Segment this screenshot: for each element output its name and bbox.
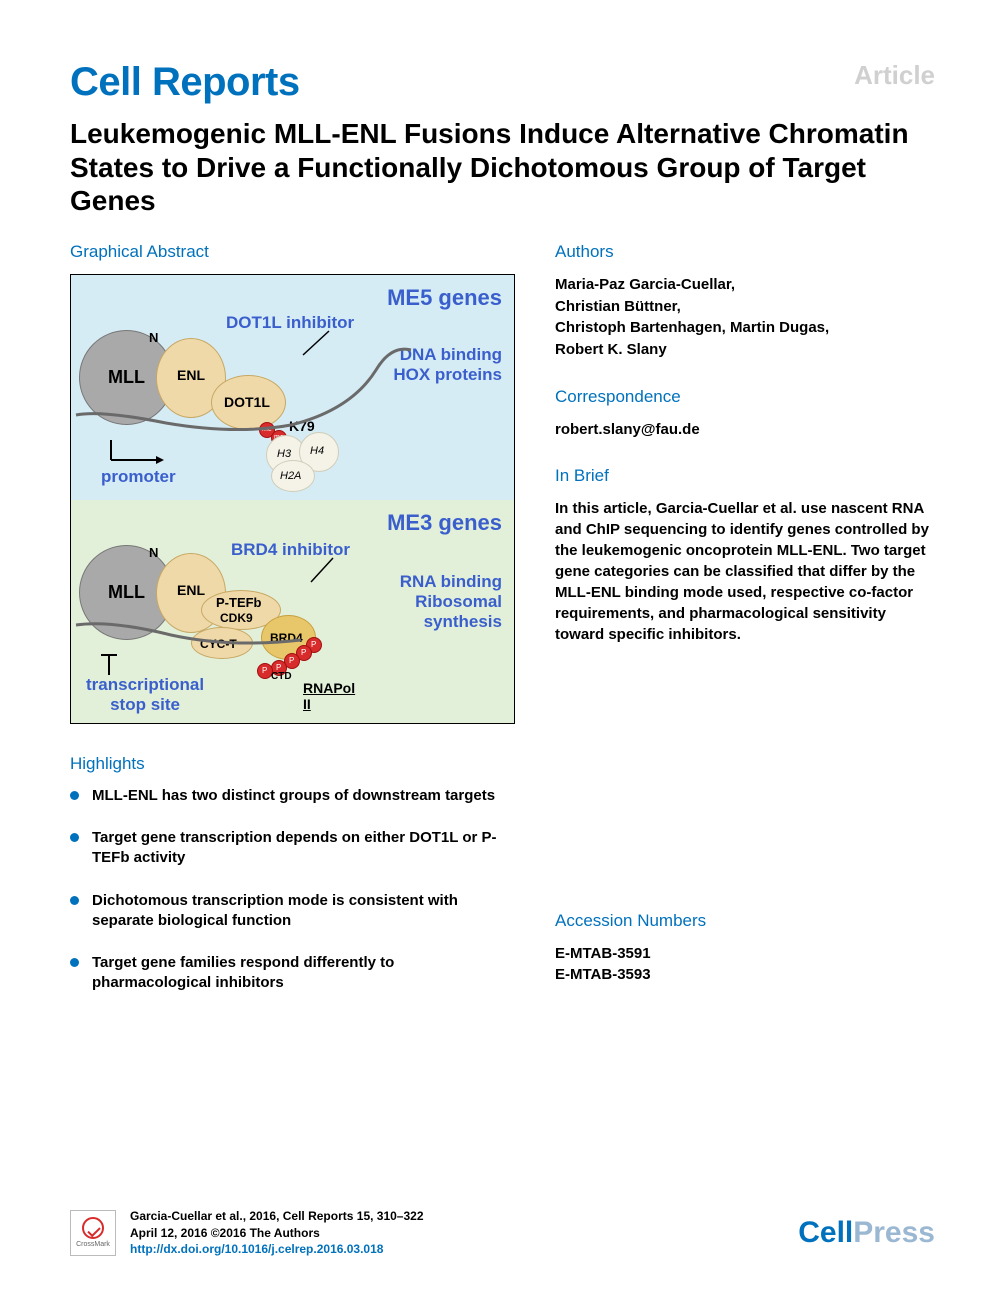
mll-label: MLL xyxy=(108,367,145,388)
highlight-item: Target gene families respond differently… xyxy=(70,953,515,994)
doi-link[interactable]: http://dx.doi.org/10.1016/j.celrep.2016.… xyxy=(130,1241,424,1257)
highlights-list: MLL-ENL has two distinct groups of downs… xyxy=(70,786,515,994)
inbrief-heading: In Brief xyxy=(555,466,935,486)
two-column-layout: Graphical Abstract ME5 genes DOT1L inhib… xyxy=(70,242,935,1016)
accession-item: E-MTAB-3593 xyxy=(555,964,935,985)
promoter-label: promoter xyxy=(101,467,176,487)
article-type-label: Article xyxy=(854,60,935,91)
dot1l-label: DOT1L xyxy=(224,394,270,410)
k79-label: K79 xyxy=(289,418,315,434)
journal-name: Cell Reports xyxy=(70,60,300,105)
citation-block: Garcia-Cuellar et al., 2016, Cell Report… xyxy=(130,1208,424,1257)
enl-label: ENL xyxy=(177,367,205,383)
rna-binding-label: RNA binding xyxy=(400,572,502,592)
hox-proteins-label: HOX proteins xyxy=(393,365,502,385)
ga-panel-me3: ME3 genes BRD4 inhibitor RNA binding Rib… xyxy=(71,500,514,724)
rnapol-label: RNAPol II xyxy=(303,680,355,712)
n-label: N xyxy=(149,330,158,345)
highlights-section: Highlights MLL-ENL has two distinct grou… xyxy=(70,754,515,994)
left-column: Graphical Abstract ME5 genes DOT1L inhib… xyxy=(70,242,515,1016)
synthesis-label: synthesis xyxy=(424,612,502,632)
ribosomal-label: Ribosomal xyxy=(415,592,502,612)
stop-site-label: transcriptional stop site xyxy=(86,675,204,716)
article-title: Leukemogenic MLL-ENL Fusions Induce Alte… xyxy=(70,117,935,218)
cellpress-logo: CellPress xyxy=(798,1216,935,1250)
highlight-item: MLL-ENL has two distinct groups of downs… xyxy=(70,786,515,806)
crossmark-icon xyxy=(82,1217,104,1239)
graphical-abstract-figure: ME5 genes DOT1L inhibitor DNA binding HO… xyxy=(70,274,515,724)
brd4-inhibitor-label: BRD4 inhibitor xyxy=(231,540,350,560)
citation-line-1: Garcia-Cuellar et al., 2016, Cell Report… xyxy=(130,1208,424,1224)
highlights-heading: Highlights xyxy=(70,754,515,774)
n-label-2: N xyxy=(149,545,158,560)
dna-binding-label: DNA binding xyxy=(400,345,502,365)
dot1l-inhibitor-label: DOT1L inhibitor xyxy=(226,313,354,333)
authors-heading: Authors xyxy=(555,242,935,262)
crossmark-badge[interactable]: CrossMark xyxy=(70,1210,116,1256)
accession-item: E-MTAB-3591 xyxy=(555,943,935,964)
me5-title: ME5 genes xyxy=(387,285,502,311)
header-row: Cell Reports Article xyxy=(70,60,935,105)
ctd-label: CTD xyxy=(271,671,292,682)
correspondence-email[interactable]: robert.slany@fau.de xyxy=(555,419,935,440)
accession-heading: Accession Numbers xyxy=(555,911,935,931)
cyct-blob: CYC-T xyxy=(191,627,253,659)
me3-title: ME3 genes xyxy=(387,510,502,536)
cellpress-cell: Cell xyxy=(798,1216,853,1249)
correspondence-heading: Correspondence xyxy=(555,387,935,407)
ga-panel-me5: ME5 genes DOT1L inhibitor DNA binding HO… xyxy=(71,275,514,500)
highlight-item: Dichotomous transcription mode is consis… xyxy=(70,891,515,932)
crossmark-label: CrossMark xyxy=(76,1241,110,1248)
cellpress-press: Press xyxy=(853,1216,935,1249)
histone-h2a: H2A xyxy=(271,460,315,492)
inbrief-text: In this article, Garcia-Cuellar et al. u… xyxy=(555,498,935,645)
right-column: Authors Maria-Paz Garcia-Cuellar, Christ… xyxy=(555,242,935,1016)
authors-list: Maria-Paz Garcia-Cuellar, Christian Bütt… xyxy=(555,274,935,361)
accession-numbers: E-MTAB-3591 E-MTAB-3593 xyxy=(555,943,935,985)
citation-line-2: April 12, 2016 ©2016 The Authors xyxy=(130,1225,424,1241)
footer: CrossMark Garcia-Cuellar et al., 2016, C… xyxy=(70,1208,935,1257)
dot1l-blob: DOT1L xyxy=(211,375,286,430)
graphical-abstract-heading: Graphical Abstract xyxy=(70,242,515,262)
footer-left: CrossMark Garcia-Cuellar et al., 2016, C… xyxy=(70,1208,424,1257)
highlight-item: Target gene transcription depends on eit… xyxy=(70,828,515,869)
